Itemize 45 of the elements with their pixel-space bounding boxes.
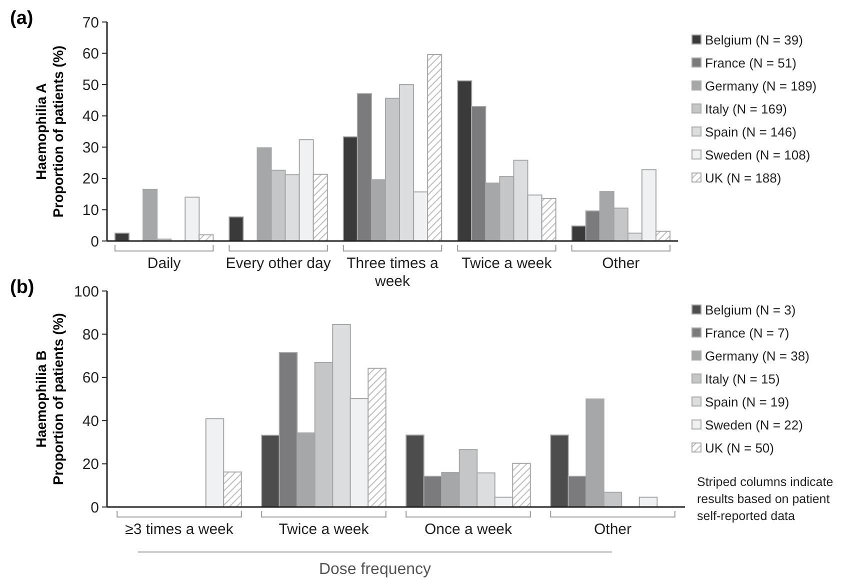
- legend-label: Belgium (N = 39): [705, 32, 803, 48]
- legend-label: Spain (N = 19): [705, 394, 790, 410]
- legend-label: UK (N = 188): [705, 170, 782, 186]
- legend-label: Sweden (N = 22): [705, 418, 803, 433]
- x-axis-title: Dose frequency: [318, 561, 432, 578]
- y-tick-label: 60: [82, 370, 99, 387]
- y-tick-label: 20: [82, 170, 99, 188]
- x-tick-label: Daily: [147, 255, 182, 272]
- bar: [228, 216, 244, 242]
- y-tick-label: 0: [90, 233, 99, 250]
- bar: [114, 232, 130, 242]
- y-tick-label: 60: [82, 46, 99, 63]
- y-tick-label: 30: [82, 139, 99, 156]
- x-tick-label: Three times a week: [346, 255, 440, 290]
- legend-label: Germany (N = 189): [705, 78, 817, 94]
- text: Striped columns indicate results based on patient self-reported data: [697, 475, 834, 523]
- y-tick-label: 40: [82, 412, 99, 430]
- legend-label: Belgium (N = 3): [705, 302, 796, 318]
- y-tick-label: 100: [74, 283, 99, 300]
- legend-label: Germany (N = 38): [705, 348, 810, 364]
- y-axis-title: Haemophilia B Proportion of patients (%): [33, 313, 66, 485]
- legend-label: Sweden (N = 108): [705, 148, 810, 163]
- x-tick-label: ≥3 times a week: [125, 521, 234, 538]
- legend-label: Spain (N = 146): [705, 124, 796, 140]
- chart-title: (a): [10, 8, 34, 29]
- y-tick-label: 40: [82, 108, 99, 126]
- y-tick-label: 50: [82, 76, 99, 94]
- x-tick-label: Once a week: [424, 521, 513, 538]
- x-tick-label: Other: [602, 255, 640, 272]
- y-tick-label: 10: [82, 202, 99, 219]
- x-tick-label: Twice a week: [278, 521, 370, 538]
- x-tick-label: Every other day: [226, 255, 332, 272]
- y-tick-label: 80: [82, 326, 99, 344]
- y-axis-title: Haemophilia A Proportion of patients (%): [33, 46, 66, 218]
- legend-label: Italy (N = 15): [705, 372, 780, 387]
- y-tick-label: 20: [82, 456, 99, 474]
- legend-label: UK (N = 50): [705, 440, 774, 456]
- y-tick-label: 70: [82, 14, 99, 32]
- x-tick-label: Twice a week: [462, 255, 552, 272]
- x-tick-label: Other: [594, 521, 632, 538]
- legend-label: France (N = 51): [705, 56, 796, 71]
- legend-label: France (N = 7): [705, 326, 790, 341]
- legend-label: Italy (N = 169): [705, 102, 788, 117]
- y-tick-label: 0: [90, 499, 99, 516]
- chart-title: (b): [10, 277, 34, 298]
